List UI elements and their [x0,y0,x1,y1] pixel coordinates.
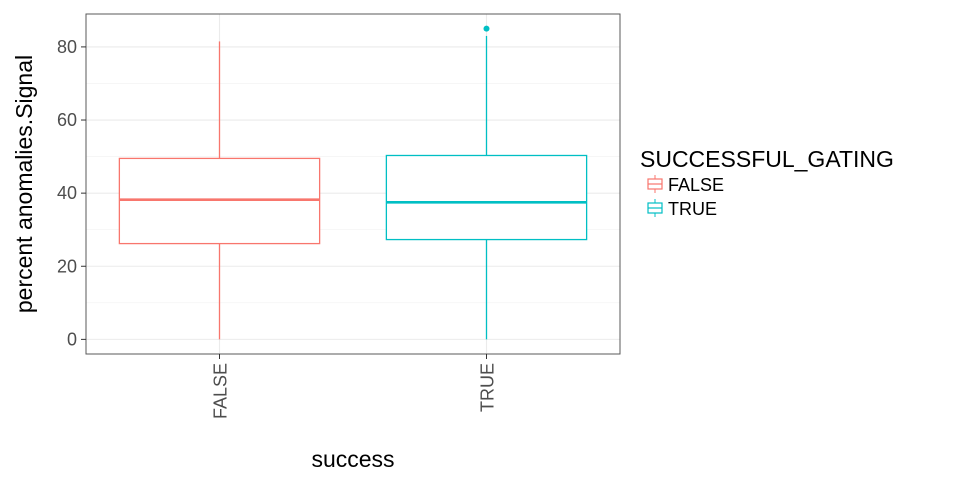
y-tick-label: 20 [57,256,77,276]
x-tick-label: TRUE [478,363,498,412]
y-tick-label: 40 [57,183,77,203]
box-series [118,25,588,340]
x-tick-label: FALSE [211,363,231,419]
legend-item-false: FALSE [647,175,724,195]
x-axis: FALSE TRUE [211,354,498,419]
y-tick-label: 60 [57,110,77,130]
panel-border [85,13,621,355]
legend-label: FALSE [668,175,724,195]
box-false [118,41,321,340]
legend-label: TRUE [668,199,717,219]
outlier-point [483,25,490,32]
y-tick-label: 80 [57,37,77,57]
y-axis: 0 20 40 60 80 [57,37,86,349]
x-axis-title: success [311,446,394,472]
box-iqr [385,154,588,241]
legend-title: SUCCESSFUL_GATING [640,146,894,172]
legend-item-true: TRUE [647,199,717,219]
legend: SUCCESSFUL_GATING FALSE TRUE [640,146,894,219]
y-axis-title: percent anomalies.Signal [11,55,37,313]
box-true [385,25,588,340]
y-tick-label: 0 [67,329,77,349]
